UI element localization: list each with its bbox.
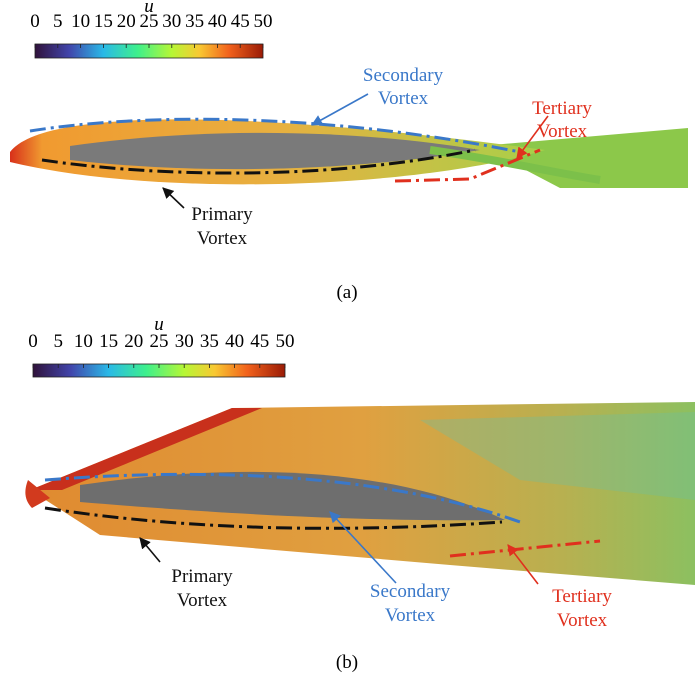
annotation: Vortex bbox=[385, 605, 436, 626]
colorbar-tick-label: 10 bbox=[71, 11, 90, 32]
caption: (a) bbox=[336, 282, 357, 303]
colorbar-label: u bbox=[154, 314, 164, 335]
annotation: Vortex bbox=[537, 121, 588, 142]
colorbar-tick-label: 0 bbox=[30, 11, 40, 32]
colorbar-tick-label: 35 bbox=[200, 331, 219, 352]
colorbar-tick-label: 15 bbox=[94, 11, 113, 32]
colorbar-tick-label: 20 bbox=[117, 11, 136, 32]
colorbar-tick-label: 45 bbox=[231, 11, 250, 32]
colorbar-tick-label: 50 bbox=[254, 11, 273, 32]
annotation: Vortex bbox=[197, 228, 248, 249]
colorbar-tick-label: 30 bbox=[162, 11, 181, 32]
colorbar-tick-label: 50 bbox=[276, 331, 295, 352]
colorbar-tick-label: 5 bbox=[53, 331, 63, 352]
figure: Secondary Vortex Tertiary Vortex Primary… bbox=[0, 0, 695, 677]
colorbar-tick-label: 40 bbox=[208, 11, 227, 32]
annotation: Vortex bbox=[557, 610, 608, 631]
panel-b-image bbox=[25, 402, 695, 585]
colorbar-tick-label: 0 bbox=[28, 331, 38, 352]
annotation: Secondary bbox=[370, 581, 451, 602]
caption: (b) bbox=[336, 652, 358, 673]
colorbar-tick-label: 40 bbox=[225, 331, 244, 352]
annotation: Vortex bbox=[378, 88, 429, 109]
colorbar-tick-label: 20 bbox=[124, 331, 143, 352]
colorbar-label: u bbox=[144, 0, 154, 17]
annotation: Tertiary bbox=[532, 98, 592, 119]
annotation: Secondary bbox=[363, 65, 444, 86]
colorbar-tick-label: 30 bbox=[175, 331, 194, 352]
colorbar-tick-label: 10 bbox=[74, 331, 93, 352]
colorbar-tick-label: 5 bbox=[53, 11, 63, 32]
colorbar-tick-label: 35 bbox=[185, 11, 204, 32]
annotation: Tertiary bbox=[552, 586, 612, 607]
colorbar-tick-label: 15 bbox=[99, 331, 118, 352]
annotation: Primary bbox=[171, 566, 233, 587]
annotation: Vortex bbox=[177, 590, 228, 611]
annotation: Primary bbox=[191, 204, 253, 225]
colorbar-tick-label: 45 bbox=[250, 331, 269, 352]
